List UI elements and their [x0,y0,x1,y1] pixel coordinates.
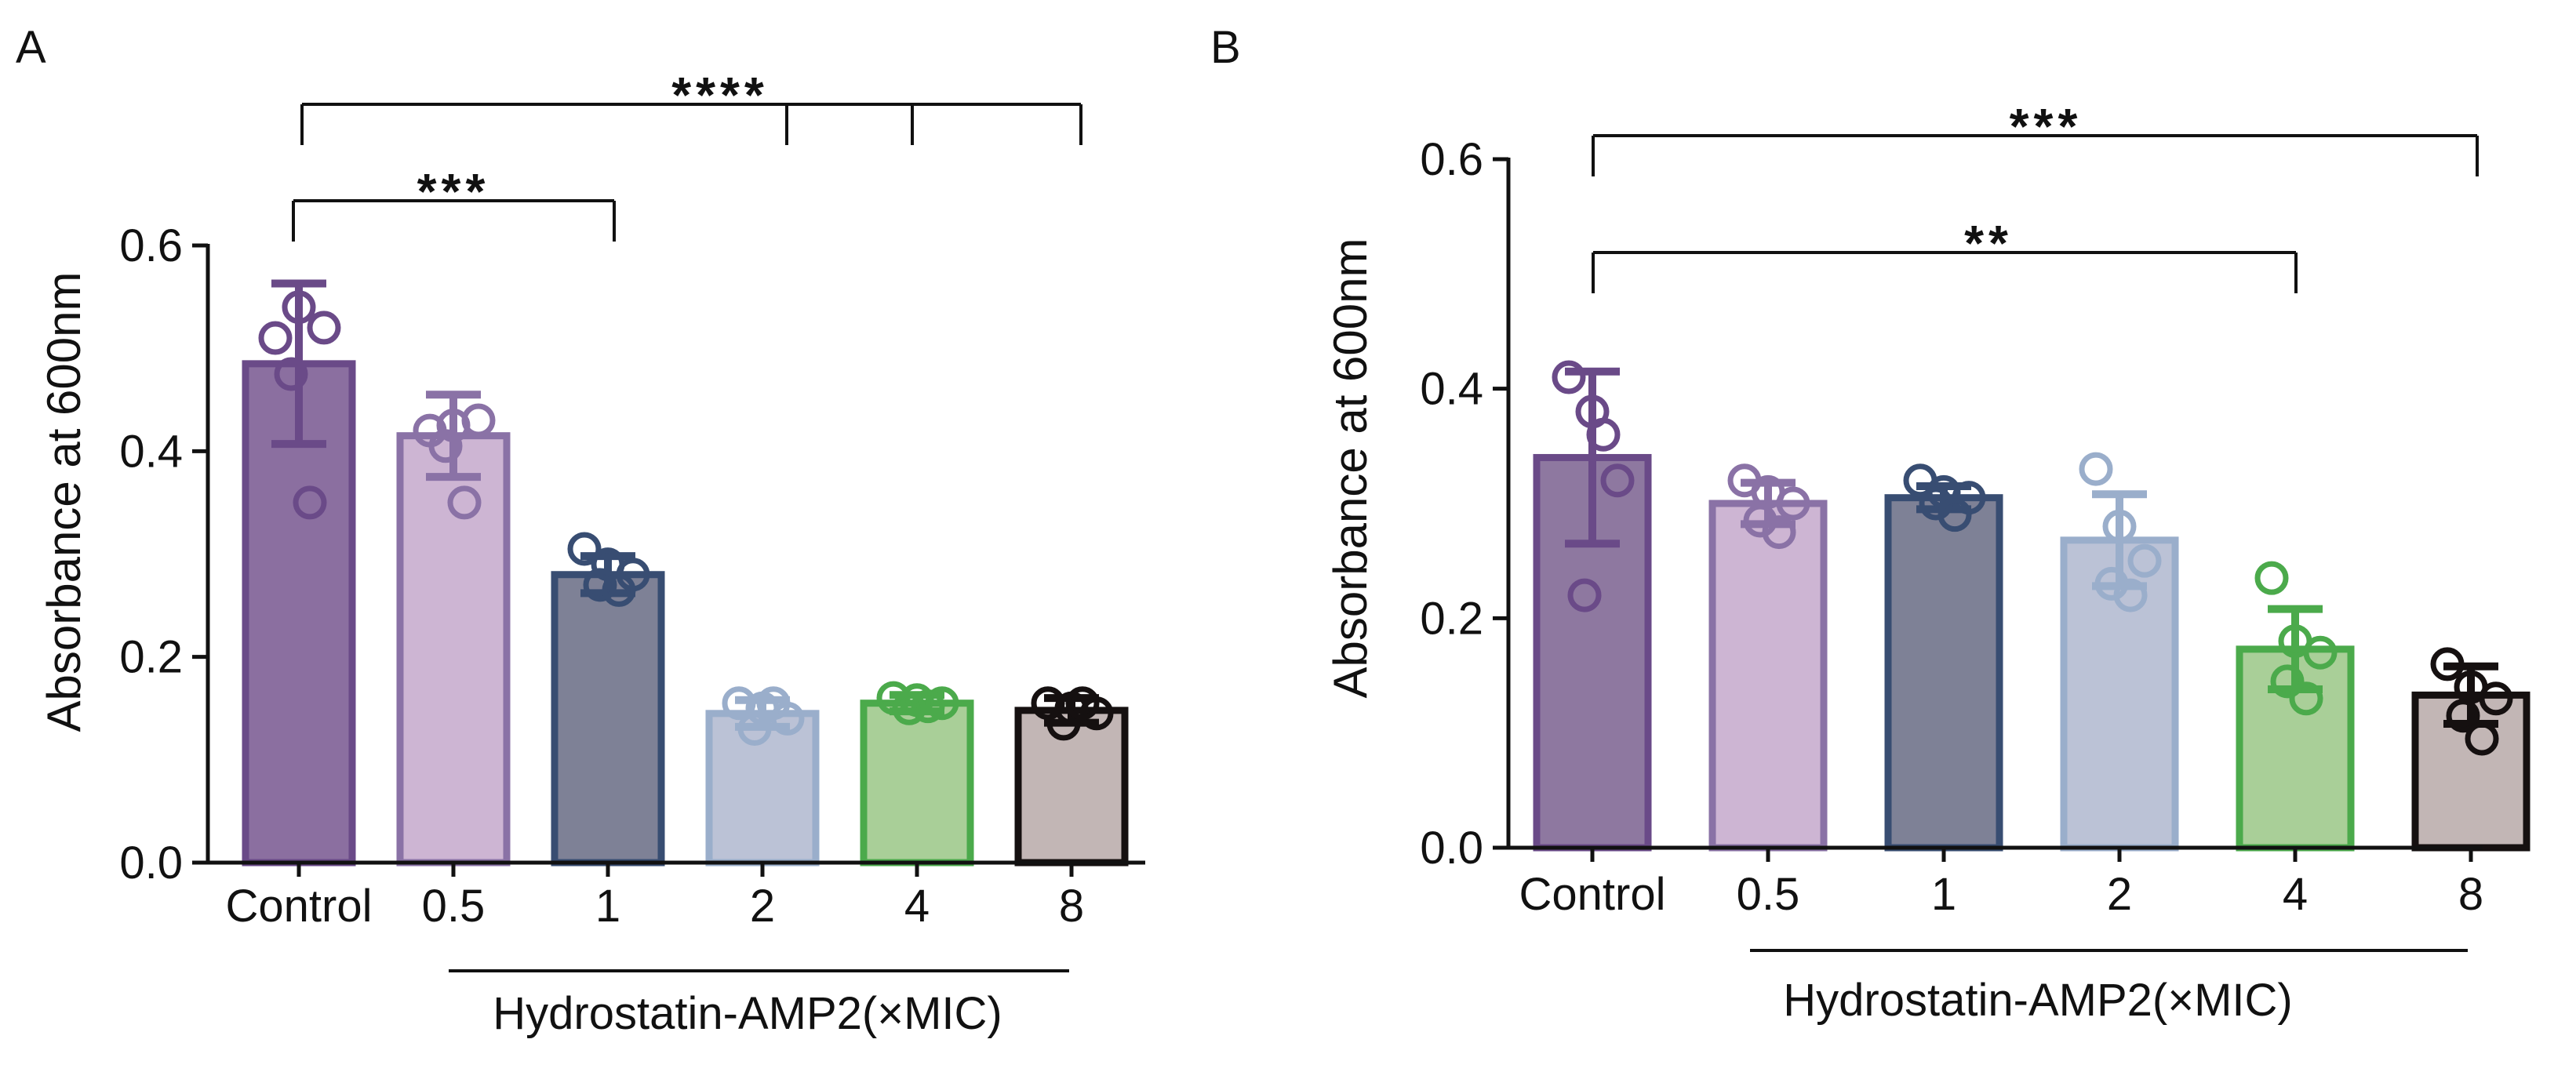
panel-a-label: A [16,22,46,73]
panel-b-xtick-label: 8 [2458,869,2483,920]
panel-a-point-1 [583,568,617,602]
panel-a-bar-4 [860,700,974,867]
panel-b-xtick-label: 1 [1931,869,1956,920]
panel-b-point-4 [2254,561,2289,595]
panel-b-sig-label: *** [2010,98,2083,154]
panel-a-sig-label: **** [671,67,769,123]
panel-a-point-8 [1046,707,1081,741]
panel-a-xtick-label: Control [226,881,373,932]
panel-b-point-Control [1586,417,1621,452]
panel-a-point-8 [1065,686,1100,721]
panel-a-point-4 [911,689,945,724]
panel-b-bar-1 [1884,494,2003,852]
panel-b-point-2 [2113,578,2148,612]
panel-b-point-1 [1937,498,1972,532]
panel-b-xlabel: Hydrostatin-AMP2(×MIC) [1783,975,2292,1026]
panel-a-point-Control [307,311,341,345]
panel-a-xtick-label: 4 [904,881,930,932]
panel-a-point-1 [567,532,602,566]
panel-a-ytick-label: 0.4 [119,426,183,477]
panel-b-label: B [1210,22,1241,73]
panel-a-bar-1 [551,571,665,867]
panel-b-point-4 [2289,681,2323,716]
panel-b-point-8 [2446,699,2480,733]
panel-b-ytick-label: 0.4 [1420,364,1483,415]
panel-a-point-4 [892,691,926,725]
panel-a-point-2 [737,711,772,746]
panel-a-point-2 [756,686,791,721]
panel-a-point-Control [274,357,308,391]
panel-b-point-Control [1552,360,1586,394]
panel-b-point-2 [2127,543,2162,578]
panel-b: B Absorbance at 600nm Hydrostatin-AMP2(×… [1210,22,2531,1026]
panel-a-bar-0.5 [396,432,511,867]
panel-a-xtick-label: 2 [750,881,775,932]
panel-b-point-Control [1600,463,1635,498]
panel-b-point-4 [2303,635,2338,670]
panel-b-point-8 [2479,681,2513,716]
panel-b-xtick-label: 2 [2107,869,2132,920]
panel-a-xlabel: Hydrostatin-AMP2(×MIC) [493,988,1002,1039]
panel-a-point-1 [602,572,636,607]
panel-b-xtick-label: 4 [2283,869,2308,920]
panel-b-xtick-label: Control [1519,869,1666,920]
panel-a-bar-2 [705,710,820,867]
panel-a-sig-label: *** [417,163,490,220]
panel-a-point-Control [258,321,293,355]
panel-b-bar-2 [2060,536,2179,852]
panel-b-bar-0.5 [1708,500,1828,852]
panel-a-xtick-label: 0.5 [422,881,486,932]
panel-a-point-0.5 [461,403,496,438]
panel-a-xtick-label: 8 [1059,881,1084,932]
panel-b-point-2 [2102,509,2137,543]
panel-b-point-2 [2079,452,2113,486]
panel-b-ytick-label: 0.2 [1420,593,1483,644]
panel-a-ylabel: Absorbance at 600nm [38,271,90,732]
panel-a-point-8 [1031,686,1065,721]
panel-a-point-4 [925,686,959,721]
panel-b-ytick-label: 0.0 [1420,823,1483,874]
panel-b-point-Control [1567,578,1602,612]
panel-b-sig-label: ** [1964,215,2013,271]
panel-b-point-8 [2465,721,2499,756]
panel-a-ytick-label: 0.0 [119,838,183,888]
panel-b-ylabel: Absorbance at 600nm [1324,238,1377,698]
panel-b-point-8 [2430,647,2465,681]
panel-b-ytick-label: 0.6 [1420,134,1483,185]
panel-a-ytick-label: 0.2 [119,632,183,683]
panel-a-point-2 [722,686,756,721]
panel-a: A Absorbance at 600nm Hydrostatin-AMP2(×… [16,22,1145,1039]
panel-b-xtick-label: 0.5 [1737,869,1800,920]
panel-a-point-Control [293,485,327,520]
panel-b-point-4 [2270,664,2305,699]
panel-b-point-0.5 [1776,486,1810,521]
panel-a-point-0.5 [447,485,482,520]
panel-a-xtick-label: 1 [595,881,620,932]
panel-b-point-0.5 [1762,515,1796,550]
panel-a-point-Control [282,290,316,325]
panel-a-ytick-label: 0.6 [119,220,183,271]
panel-a-point-0.5 [428,429,463,463]
